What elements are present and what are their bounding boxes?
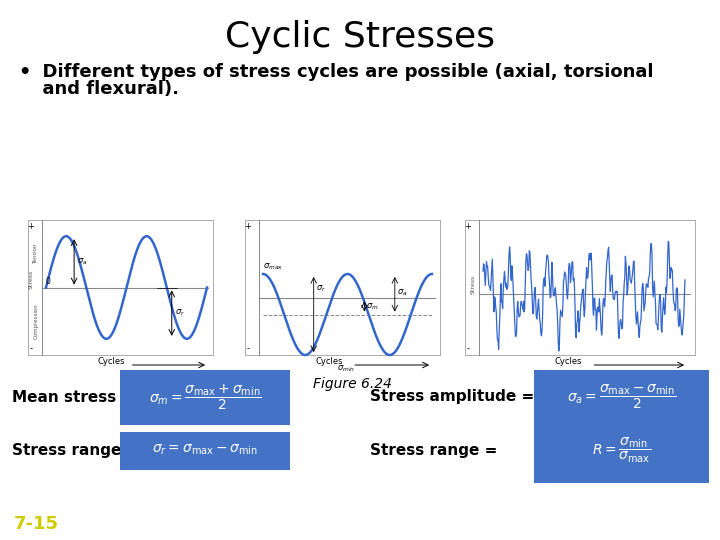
Text: +: +	[245, 222, 251, 231]
Text: Cycles: Cycles	[97, 357, 125, 366]
Text: Stress range =: Stress range =	[12, 442, 145, 457]
Text: $\sigma_{min}$: $\sigma_{min}$	[337, 364, 355, 375]
Text: Stress amplitude =: Stress amplitude =	[370, 389, 539, 404]
Text: $\sigma_a = \dfrac{\sigma_{\max} - \sigma_{\min}}{2}$: $\sigma_a = \dfrac{\sigma_{\max} - \sigm…	[567, 383, 676, 411]
Text: Cyclic Stresses: Cyclic Stresses	[225, 20, 495, 54]
Text: $\sigma_m$: $\sigma_m$	[366, 301, 379, 312]
Text: $R = \dfrac{\sigma_{\min}}{\sigma_{\max}}$: $R = \dfrac{\sigma_{\min}}{\sigma_{\max}…	[592, 435, 651, 464]
Text: $\sigma_{max}$: $\sigma_{max}$	[263, 261, 283, 272]
Text: $\sigma_r = \sigma_{\max} - \sigma_{\min}$: $\sigma_r = \sigma_{\max} - \sigma_{\min…	[152, 443, 258, 457]
Text: Stress range =: Stress range =	[370, 442, 503, 457]
Text: Stress: Stress	[29, 270, 34, 289]
Text: Mean stress =: Mean stress =	[12, 389, 140, 404]
FancyBboxPatch shape	[534, 370, 709, 425]
Text: -: -	[246, 344, 250, 353]
Text: Figure 6.24: Figure 6.24	[312, 377, 392, 391]
Text: Tension: Tension	[34, 244, 38, 264]
Text: and flexural).: and flexural).	[30, 80, 179, 98]
Text: $\sigma_a$: $\sigma_a$	[77, 256, 88, 267]
Text: 7-15: 7-15	[14, 515, 59, 533]
Text: 0: 0	[45, 278, 50, 287]
Text: $\sigma_r$: $\sigma_r$	[315, 283, 325, 294]
Text: Different types of stress cycles are possible (axial, torsional: Different types of stress cycles are pos…	[30, 63, 654, 81]
Text: •: •	[18, 63, 30, 82]
Text: Cycles: Cycles	[554, 357, 582, 366]
FancyBboxPatch shape	[120, 432, 290, 470]
Text: Cycles: Cycles	[315, 357, 343, 366]
Text: Stress: Stress	[470, 275, 475, 294]
Text: Compression: Compression	[34, 303, 38, 339]
Text: $\sigma_r$: $\sigma_r$	[175, 308, 185, 319]
FancyBboxPatch shape	[120, 370, 290, 425]
Text: $\sigma_m = \dfrac{\sigma_{\max} + \sigma_{\min}}{2}$: $\sigma_m = \dfrac{\sigma_{\max} + \sigm…	[149, 382, 261, 412]
Text: +: +	[464, 222, 472, 231]
Text: -: -	[30, 344, 32, 353]
Text: +: +	[27, 222, 35, 231]
Text: -: -	[467, 344, 469, 353]
Text: $\sigma_a$: $\sigma_a$	[397, 287, 408, 298]
FancyBboxPatch shape	[534, 418, 709, 483]
